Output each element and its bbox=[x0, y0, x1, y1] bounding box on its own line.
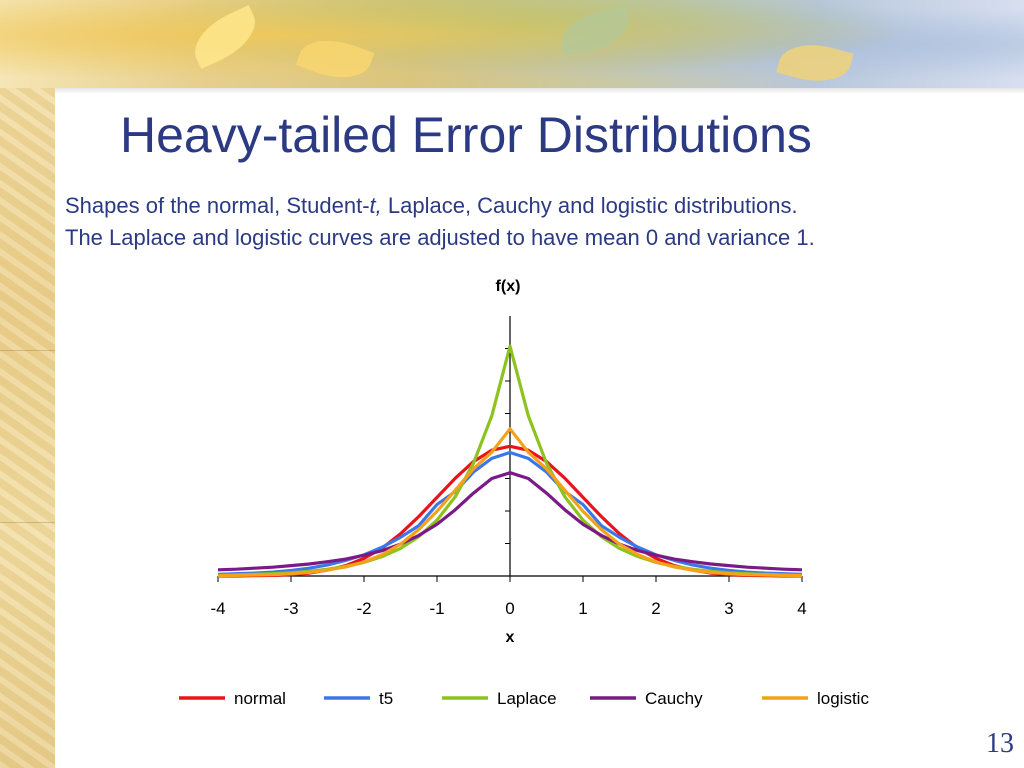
density-chart: -4 -3 -2 -1 0 1 2 3 4 f(x) x normal t5 Laplace Cauchy… bbox=[179, 278, 869, 708]
chart-series bbox=[217, 344, 803, 578]
y-axis-label: f(x) bbox=[496, 278, 521, 295]
series-line-t5 bbox=[217, 450, 803, 576]
legend-label-t5: t5 bbox=[379, 689, 393, 708]
page-number: 13 bbox=[986, 728, 1014, 759]
leaf-decoration bbox=[776, 35, 854, 91]
slide-subtitle: Shapes of the normal, Student-t, Laplace… bbox=[65, 190, 1015, 254]
subtitle-italic-t: t, bbox=[369, 193, 382, 218]
subtitle-text: Shapes of the normal, Student- bbox=[65, 193, 370, 218]
left-decorative-strip bbox=[0, 0, 55, 768]
leaf-decoration bbox=[295, 29, 375, 89]
legend-label-cauchy: Cauchy bbox=[645, 689, 703, 708]
legend-label-logistic: logistic bbox=[817, 689, 869, 708]
x-tick-label: 3 bbox=[724, 599, 733, 618]
leaf-decoration bbox=[557, 6, 633, 56]
x-tick-label: 1 bbox=[578, 599, 587, 618]
x-tick-label: 4 bbox=[797, 599, 806, 618]
subtitle-line-1: Shapes of the normal, Student-t, Laplace… bbox=[65, 190, 1015, 222]
series-line-cauchy bbox=[217, 471, 803, 572]
x-axis-label: x bbox=[506, 629, 515, 646]
slide-title: Heavy-tailed Error Distributions bbox=[120, 107, 812, 163]
x-tick-label: -2 bbox=[356, 599, 371, 618]
series-line-logistic bbox=[217, 427, 803, 578]
chart-axes: -4 -3 -2 -1 0 1 2 3 4 f(x) x bbox=[210, 278, 806, 646]
strip-seam bbox=[0, 350, 55, 351]
chart-panel: -4 -3 -2 -1 0 1 2 3 4 f(x) x normal t5 Laplace Cauchy… bbox=[112, 266, 960, 762]
legend-label-normal: normal bbox=[234, 689, 286, 708]
top-decorative-banner bbox=[0, 0, 1024, 91]
x-tick-label: 2 bbox=[651, 599, 660, 618]
chart-legend: normal t5 Laplace Cauchy logistic bbox=[179, 689, 869, 708]
strip-seam bbox=[0, 522, 55, 523]
legend-label-laplace: Laplace bbox=[497, 689, 557, 708]
leaf-decoration bbox=[185, 4, 265, 70]
subtitle-text: Laplace, Cauchy and logistic distributio… bbox=[381, 193, 798, 218]
x-tick-label: 0 bbox=[505, 599, 514, 618]
x-tick-label: -4 bbox=[210, 599, 225, 618]
subtitle-line-2: The Laplace and logistic curves are adju… bbox=[65, 225, 815, 250]
banner-shadow bbox=[55, 88, 1024, 94]
x-tick-label: -3 bbox=[283, 599, 298, 618]
x-tick-label: -1 bbox=[429, 599, 444, 618]
